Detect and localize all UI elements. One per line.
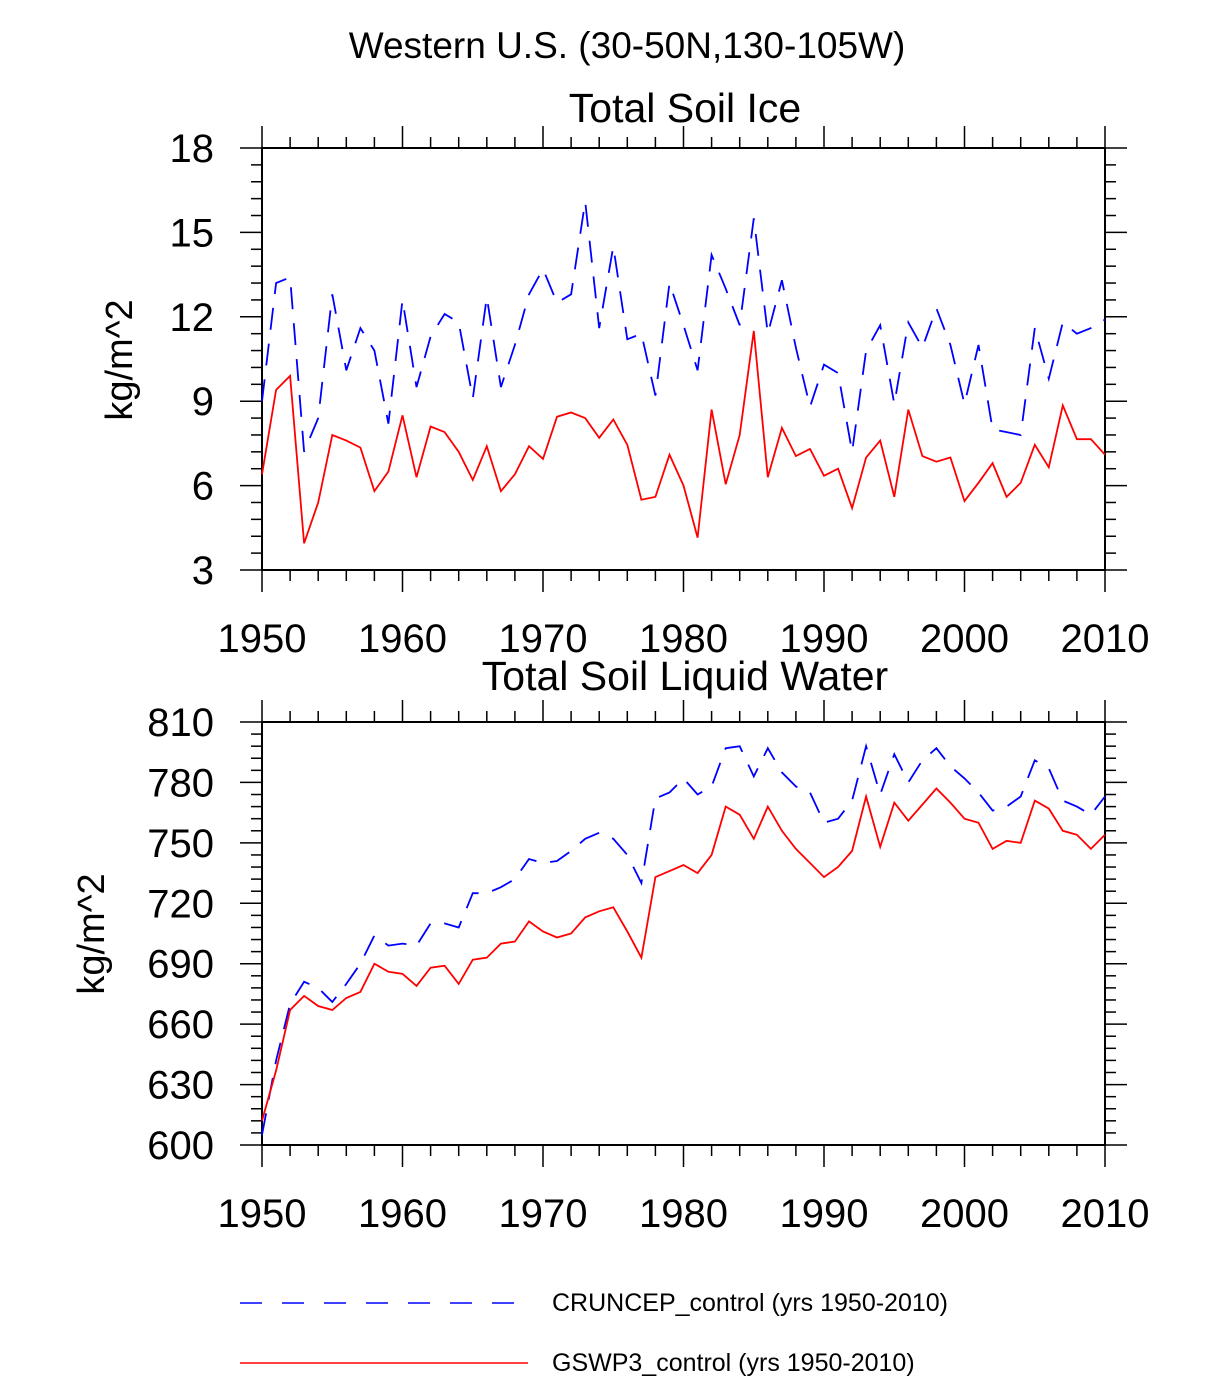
- x-tick-label: 1980: [639, 617, 728, 661]
- y-tick-label: 810: [147, 701, 214, 745]
- y-tick-label: 600: [147, 1124, 214, 1168]
- x-tick-label: 1970: [499, 617, 588, 661]
- series-line-gswp3: [261, 330, 1106, 544]
- y-tick-label: 690: [147, 943, 214, 987]
- legend: CRUNCEP_control (yrs 1950-2010) GSWP3_co…: [240, 1289, 948, 1377]
- x-tick-label: 1950: [218, 617, 307, 661]
- x-tick-label: 1990: [780, 1192, 869, 1236]
- y-tick-label: 15: [170, 211, 215, 255]
- x-tick-label: 1950: [218, 1192, 307, 1236]
- y-tick-label: 12: [170, 296, 215, 340]
- y-tick-label: 6: [192, 465, 214, 509]
- x-tick-label: 2000: [920, 1192, 1009, 1236]
- x-tick-label: 2010: [1061, 617, 1150, 661]
- x-tick-label: 2000: [920, 617, 1009, 661]
- series-line-cruncep: [261, 742, 1106, 1136]
- legend-label-cruncep: CRUNCEP_control (yrs 1950-2010): [552, 1289, 948, 1317]
- figure-title: Western U.S. (30-50N,130-105W): [349, 25, 906, 66]
- x-tick-label: 1990: [780, 617, 869, 661]
- panel-total-soil-ice: Total Soil Ice kg/m^2 1950 1960 1970 1980 19…: [99, 85, 1149, 661]
- y-tick-label: 660: [147, 1003, 214, 1047]
- y-tick-label: 3: [192, 549, 214, 593]
- panel-title: Total Soil Ice: [569, 85, 801, 131]
- series-line-gswp3: [261, 787, 1106, 1122]
- x-tick-label: 1970: [499, 1192, 588, 1236]
- y-tick-label: 720: [147, 882, 214, 926]
- x-tick-label: 2010: [1061, 1192, 1150, 1236]
- panel-title: Total Soil Liquid Water: [482, 653, 888, 699]
- x-tick-label: 1960: [358, 617, 447, 661]
- series-line-cruncep: [261, 201, 1106, 453]
- y-tick-label: 630: [147, 1064, 214, 1108]
- y-axis-label: kg/m^2: [99, 299, 141, 420]
- y-tick-label: 18: [170, 127, 215, 171]
- plot-frame: [261, 721, 1106, 1146]
- y-axis-label: kg/m^2: [71, 873, 113, 994]
- y-tick-label: 780: [147, 761, 214, 805]
- x-tick-label: 1960: [358, 1192, 447, 1236]
- panel-total-soil-liquid-water: Total Soil Liquid Water kg/m^2 1950 1960 1…: [71, 653, 1149, 1236]
- y-tick-label: 9: [192, 380, 214, 424]
- plot-frame: [261, 147, 1106, 571]
- y-tick-label: 750: [147, 822, 214, 866]
- legend-label-gswp3: GSWP3_control (yrs 1950-2010): [552, 1349, 915, 1377]
- x-tick-label: 1980: [639, 1192, 728, 1236]
